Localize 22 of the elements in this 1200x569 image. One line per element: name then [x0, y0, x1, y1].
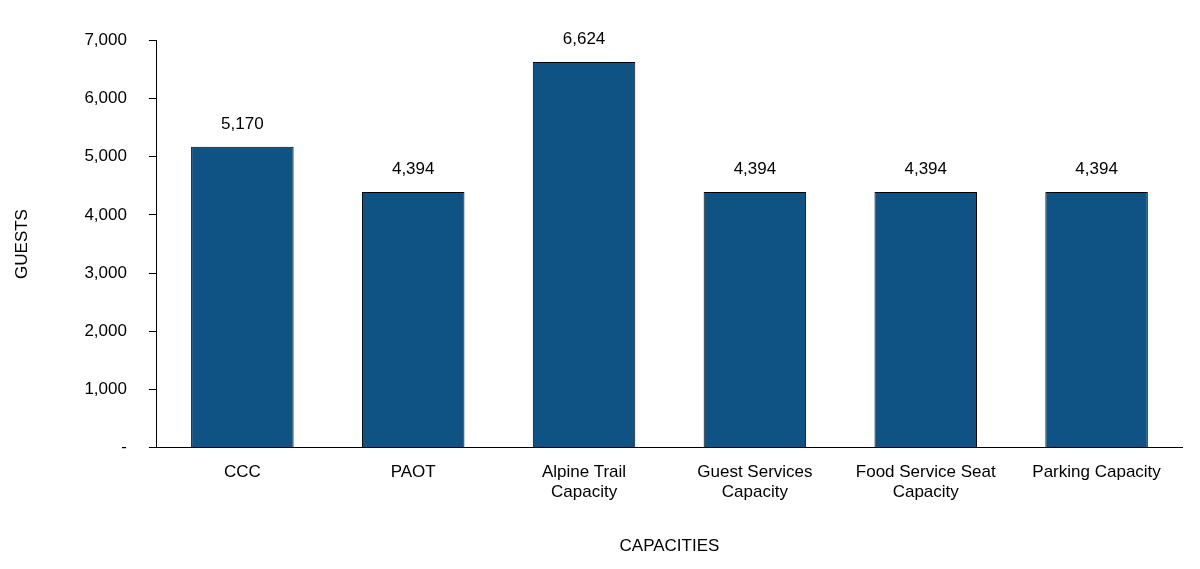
x-tick-label: Food Service Seat Capacity — [855, 461, 996, 502]
data-label: 4,394 — [904, 159, 948, 179]
y-tick-label: 5,000 — [84, 146, 127, 166]
data-label: 5,170 — [221, 113, 264, 133]
x-tick-label: Parking Capacity — [1032, 461, 1162, 481]
x-tick-label: CCC — [223, 461, 261, 481]
x-axis-title: CAPACITIES — [619, 536, 720, 556]
y-tick-label: - — [121, 437, 127, 457]
y-axis-title: GUESTS — [11, 209, 31, 279]
y-tick-label: 6,000 — [84, 88, 127, 108]
y-tick-label: 3,000 — [84, 262, 127, 282]
x-tick-label: Guest Services Capacity — [697, 461, 813, 502]
y-tick-label: 2,000 — [84, 321, 127, 341]
data-label: 6,624 — [562, 29, 606, 49]
data-label: 4,394 — [1075, 159, 1118, 179]
y-tick-label: 1,000 — [84, 379, 127, 399]
x-tick-label: Alpine Trail Capacity — [541, 461, 627, 502]
y-tick-label: 4,000 — [84, 204, 127, 224]
x-tick-label: PAOT — [390, 461, 436, 481]
data-label: 4,394 — [733, 159, 777, 179]
y-tick-label: 7,000 — [84, 29, 127, 49]
data-label: 4,394 — [391, 159, 435, 179]
